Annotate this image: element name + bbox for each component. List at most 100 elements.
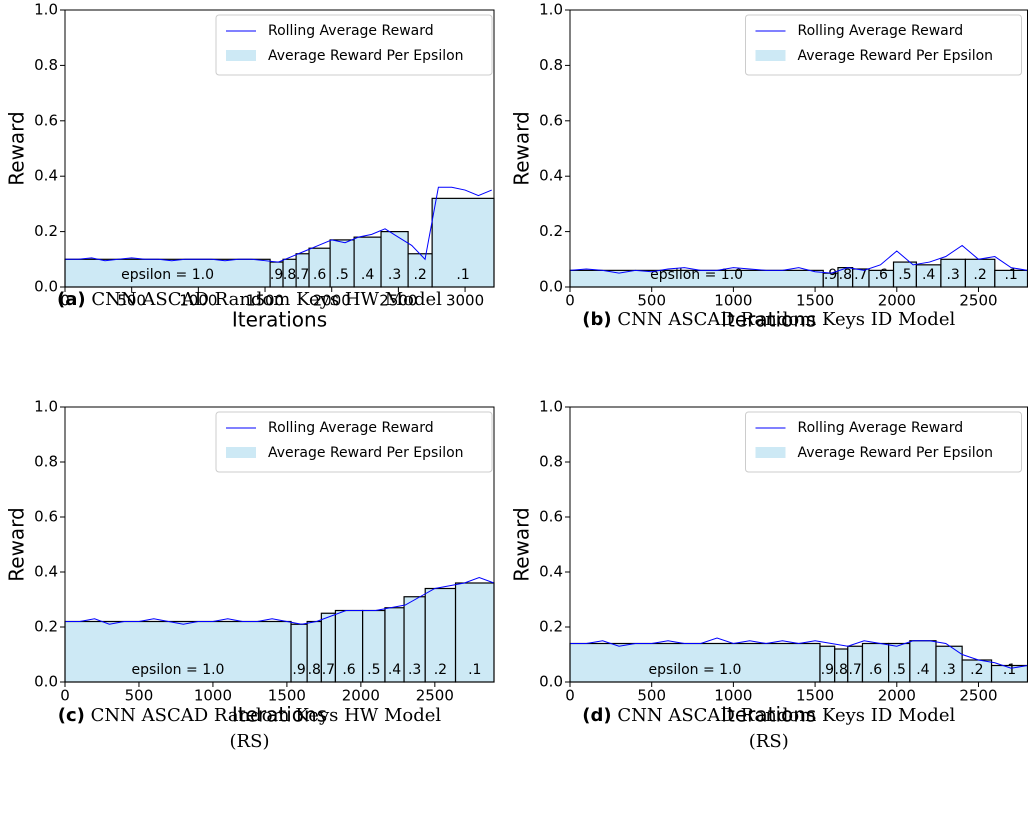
y-axis-label: Reward <box>510 111 534 185</box>
legend-label: Average Reward Per Epsilon <box>798 445 994 461</box>
y-tick-label: 0.8 <box>34 56 58 74</box>
epsilon-label: .2 <box>413 267 426 283</box>
caption-label: (c) <box>58 705 85 726</box>
epsilon-label: .3 <box>408 662 421 678</box>
epsilon-label: .2 <box>434 662 447 678</box>
caption-label: (d) <box>582 705 611 726</box>
y-axis-label: Reward <box>510 507 534 581</box>
x-axis-label: Iterations <box>232 703 327 727</box>
x-tick-label: 3000 <box>446 292 484 310</box>
caption-text: CNN ASCAD Random Keys ID Model <box>617 309 955 330</box>
y-tick-label: 0.6 <box>34 111 58 129</box>
epsilon-label: .6 <box>313 267 326 283</box>
epsilon-label: .6 <box>869 662 882 678</box>
epsilon-label: .1 <box>468 662 481 678</box>
epsilon-label: .9 <box>292 662 305 678</box>
legend-label: Rolling Average Reward <box>798 420 964 436</box>
caption-label: (b) <box>582 309 611 330</box>
y-tick-label: 0.4 <box>34 167 58 185</box>
y-tick-label: 0.4 <box>34 563 58 581</box>
epsilon-label: .7 <box>296 267 309 283</box>
legend-bar-swatch <box>226 50 256 61</box>
y-axis-label: Reward <box>5 111 29 185</box>
caption: (RS) <box>749 731 789 752</box>
epsilon-label: .7 <box>322 662 335 678</box>
x-tick-label: 2000 <box>878 687 916 705</box>
epsilon-label: .5 <box>335 267 348 283</box>
epsilon-bar <box>909 640 937 683</box>
x-tick-label: 1500 <box>796 292 834 310</box>
axes-frame <box>64 406 495 683</box>
x-tick-label: 0 <box>60 292 70 310</box>
epsilon-label: epsilon = 1.0 <box>132 662 225 678</box>
y-tick-label: 1.0 <box>539 398 563 416</box>
x-tick-label: 1000 <box>194 687 232 705</box>
caption: (d) CNN ASCAD Random Keys ID Model <box>582 705 955 726</box>
epsilon-label: epsilon = 1.0 <box>650 267 743 283</box>
epsilon-label: epsilon = 1.0 <box>649 662 742 678</box>
legend-bar-swatch <box>755 447 786 458</box>
rolling-line <box>570 637 1028 669</box>
x-axis-label: Iterations <box>232 308 327 332</box>
x-tick-label: 500 <box>125 687 154 705</box>
legend-bar-swatch <box>755 50 786 61</box>
x-tick-label: 500 <box>117 292 146 310</box>
legend-box <box>745 14 1022 76</box>
x-tick-label: 2500 <box>959 687 997 705</box>
y-tick-label: 0.4 <box>539 167 563 185</box>
x-tick-label: 1000 <box>714 687 752 705</box>
x-tick-label: 1500 <box>246 292 284 310</box>
epsilon-label: .7 <box>854 267 867 283</box>
epsilon-label: .5 <box>367 662 380 678</box>
caption: (RS) <box>230 731 270 752</box>
epsilon-label: .9 <box>821 662 834 678</box>
caption-text: CNN ASCAD Random Keys HW Model <box>91 705 442 726</box>
x-tick-label: 0 <box>565 292 575 310</box>
legend-label: Rolling Average Reward <box>268 420 434 436</box>
y-tick-label: 0.2 <box>539 222 563 240</box>
epsilon-label: .5 <box>898 267 911 283</box>
epsilon-label: .4 <box>922 267 935 283</box>
legend-box <box>745 411 1022 473</box>
axes-frame <box>64 9 495 288</box>
rolling-line <box>65 576 495 625</box>
epsilon-label: .3 <box>388 267 401 283</box>
epsilon-label: .1 <box>1003 662 1016 678</box>
x-axis-label: Iterations <box>721 308 816 332</box>
legend-label: Average Reward Per Epsilon <box>798 48 994 64</box>
rolling-line <box>569 244 1028 274</box>
x-tick-label: 2500 <box>959 292 997 310</box>
y-tick-label: 0.8 <box>539 453 563 471</box>
epsilon-label: .4 <box>916 662 929 678</box>
y-tick-label: 0.6 <box>34 508 58 526</box>
y-tick-label: 1.0 <box>34 398 58 416</box>
y-tick-label: 0.8 <box>34 453 58 471</box>
epsilon-label: .7 <box>848 662 861 678</box>
epsilon-label: .1 <box>456 267 469 283</box>
x-tick-label: 0 <box>565 687 575 705</box>
epsilon-label: .2 <box>970 662 983 678</box>
caption-label: (a) <box>57 289 86 310</box>
caption-text: CNN ASCAD Random Keys HW Model <box>91 289 442 310</box>
y-tick-label: 0.2 <box>34 222 58 240</box>
epsilon-label: .3 <box>946 267 959 283</box>
x-tick-label: 2000 <box>342 687 380 705</box>
epsilon-label: .8 <box>283 267 296 283</box>
epsilon-bar <box>329 239 355 288</box>
caption: (b) CNN ASCAD Random Keys ID Model <box>582 309 955 330</box>
rolling-line <box>65 186 492 263</box>
epsilon-label: .8 <box>308 662 321 678</box>
epsilon-label: .2 <box>973 267 986 283</box>
y-tick-label: 1.0 <box>34 1 58 19</box>
epsilon-label: .9 <box>824 267 837 283</box>
epsilon-label: .9 <box>270 267 283 283</box>
epsilon-label: .4 <box>388 662 401 678</box>
y-tick-label: 0.6 <box>539 508 563 526</box>
legend-box <box>215 411 493 473</box>
legend-bar-swatch <box>226 447 256 458</box>
epsilon-label: .6 <box>875 267 888 283</box>
epsilon-label: .5 <box>893 662 906 678</box>
y-tick-label: 0.4 <box>539 563 563 581</box>
x-tick-label: 1500 <box>796 687 834 705</box>
